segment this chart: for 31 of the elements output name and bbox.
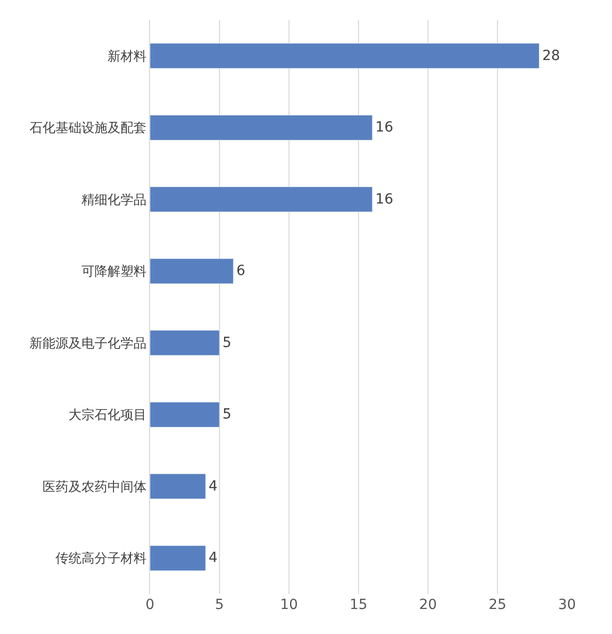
y-tick-label: 精细化学品 — [81, 192, 146, 208]
bar — [150, 545, 206, 571]
bar — [150, 114, 373, 140]
data-label: 4 — [208, 550, 218, 566]
bar — [150, 43, 540, 69]
bar — [150, 258, 234, 284]
data-label: 5 — [222, 406, 232, 423]
x-tick-label: 0 — [146, 597, 154, 613]
y-tick-label: 可降解塑料 — [81, 264, 146, 280]
x-tick-label: 15 — [350, 597, 368, 613]
data-label: 6 — [236, 263, 246, 280]
bar — [150, 330, 220, 356]
data-label: 28 — [542, 48, 560, 64]
y-tick-label: 新材料 — [107, 49, 146, 64]
bar — [150, 474, 206, 500]
y-tick-label: 新能源及电子化学品 — [29, 336, 146, 352]
x-tick-label: 30 — [558, 597, 576, 613]
data-label: 16 — [375, 120, 394, 136]
y-tick-label: 大宗石化项目 — [68, 407, 146, 424]
bar — [150, 186, 373, 212]
x-tick-label: 5 — [215, 597, 224, 613]
data-label: 4 — [208, 478, 218, 494]
data-label: 5 — [222, 334, 232, 351]
y-tick-label: 医药及农药中间体 — [42, 480, 146, 495]
y-tick-label: 传统高分子材料 — [55, 550, 146, 567]
x-tick-label: 10 — [280, 597, 298, 613]
bar — [150, 402, 220, 428]
data-label: 16 — [375, 191, 394, 208]
y-tick-label: 石化基础设施及配套 — [29, 121, 146, 136]
x-tick-label: 20 — [419, 597, 437, 613]
x-tick-label: 25 — [488, 597, 506, 613]
